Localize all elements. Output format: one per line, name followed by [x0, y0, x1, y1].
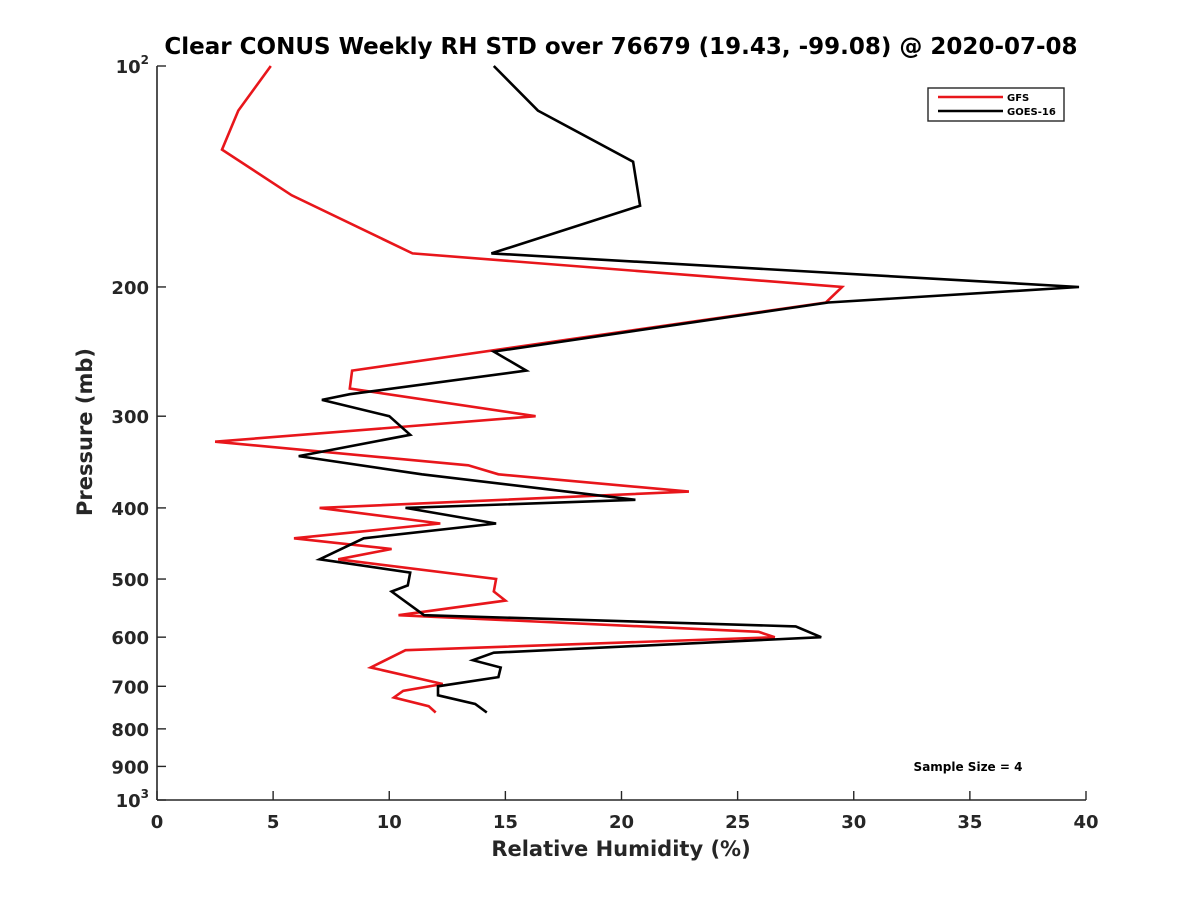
y-tick-label: 400	[111, 499, 149, 520]
legend: GFS GOES-16	[927, 87, 1065, 122]
x-tick-label: 15	[493, 812, 518, 833]
y-tick-label: 300	[111, 407, 149, 428]
y-tick-label: 500	[111, 570, 149, 591]
y-axis-label: Pressure (mb)	[73, 348, 97, 516]
y-tick-base: 10	[116, 791, 141, 812]
series-line-goes-16	[298, 65, 1080, 714]
y-tick-label: 700	[111, 677, 149, 698]
series-line-gfs	[214, 65, 846, 714]
x-tick-label: 20	[609, 812, 634, 833]
legend-label: GOES-16	[1007, 107, 1056, 118]
y-tick-exponent: 2	[141, 53, 149, 67]
y-tick-label: 200	[111, 278, 149, 299]
series-group	[214, 65, 1080, 714]
legend-label: GFS	[1007, 93, 1029, 104]
x-tick-label: 30	[841, 812, 866, 833]
y-tick-label: 102	[116, 53, 149, 78]
x-tick-label: 10	[377, 812, 402, 833]
x-tick-label: 35	[957, 812, 982, 833]
y-tick-label: 600	[111, 628, 149, 649]
y-tick-exponent: 3	[141, 787, 149, 801]
chart-title: Clear CONUS Weekly RH STD over 76679 (19…	[164, 34, 1077, 60]
y-tick-label: 900	[111, 757, 149, 778]
x-tick-label: 40	[1073, 812, 1098, 833]
y-tick-base: 10	[116, 57, 141, 78]
x-axis-label: Relative Humidity (%)	[491, 837, 750, 861]
axes: 0 5 10 15 20 25 30 35 40102200300400500600700800…	[111, 53, 1098, 833]
legend-box	[927, 87, 1065, 122]
x-tick-label: 0	[151, 812, 164, 833]
sample-size-annotation: Sample Size = 4	[914, 760, 1023, 774]
x-tick-label: 25	[725, 812, 750, 833]
x-tick-label: 5	[267, 812, 280, 833]
y-tick-label: 103	[116, 787, 149, 812]
y-tick-label: 800	[111, 720, 149, 741]
